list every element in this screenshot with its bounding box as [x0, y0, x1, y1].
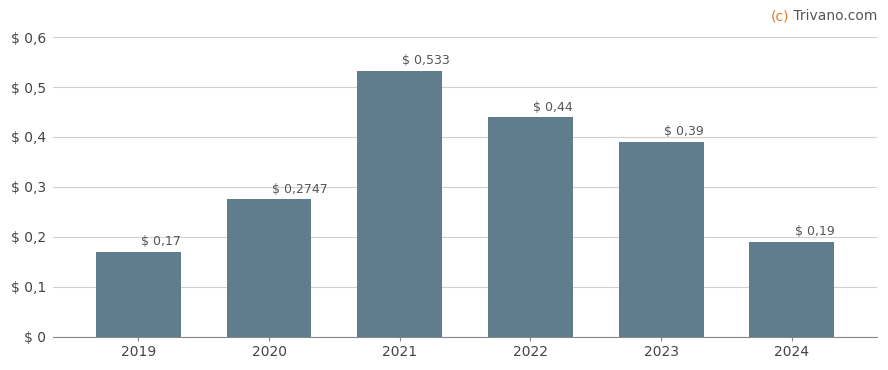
- Text: $ 0,39: $ 0,39: [664, 125, 703, 138]
- Text: $ 0,533: $ 0,533: [402, 54, 450, 67]
- Text: $ 0,19: $ 0,19: [795, 225, 835, 238]
- Text: (c): (c): [771, 9, 789, 23]
- Text: Trivano.com: Trivano.com: [789, 9, 877, 23]
- Text: $ 0,17: $ 0,17: [141, 235, 181, 248]
- Bar: [619, 142, 703, 337]
- Text: $ 0,2747: $ 0,2747: [272, 183, 328, 196]
- Bar: [226, 199, 312, 337]
- Bar: [488, 117, 573, 337]
- Bar: [96, 252, 181, 337]
- Bar: [749, 242, 835, 337]
- Bar: [357, 71, 442, 337]
- Text: $ 0,44: $ 0,44: [533, 101, 573, 114]
